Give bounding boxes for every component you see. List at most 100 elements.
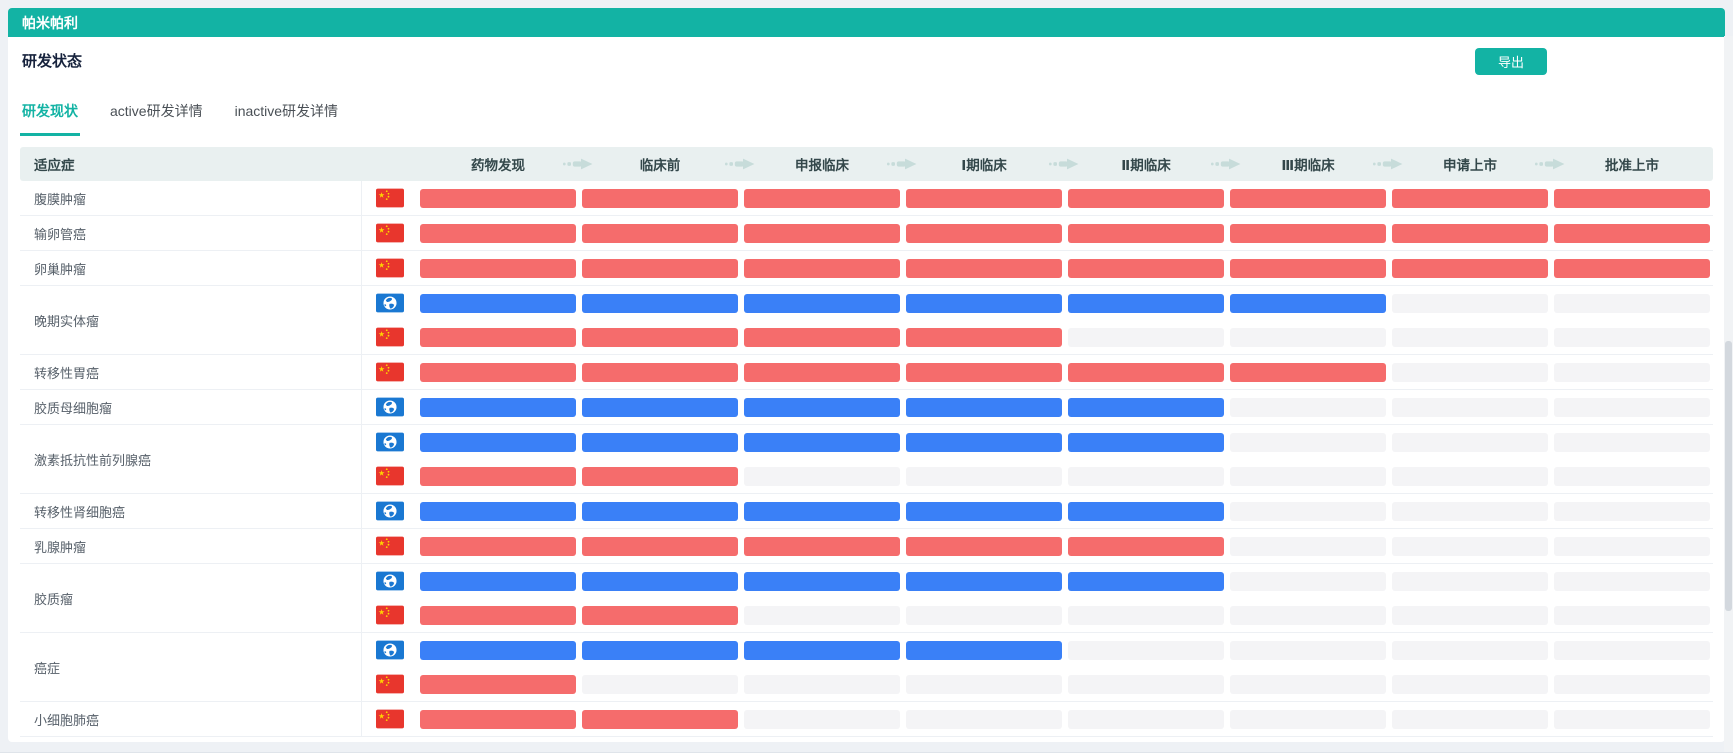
stage-header-label: 申请上市 <box>1443 158 1497 173</box>
stage-bar-empty <box>1068 709 1224 729</box>
indication-label: 激素抵抗性前列腺癌 <box>20 425 362 493</box>
china-flag-icon <box>375 362 404 382</box>
stage-bar-filled <box>420 293 576 313</box>
stage-bar-filled <box>1392 223 1548 243</box>
stage-header: 临床前 <box>563 154 741 174</box>
stage-cell <box>1065 640 1227 660</box>
stage-cell <box>741 258 903 278</box>
stage-cell <box>903 571 1065 591</box>
stage-cell <box>1065 536 1227 556</box>
stage-cell <box>579 258 741 278</box>
stage-header-label: 药物发现 <box>471 158 525 173</box>
stage-header: Ⅱ期临床 <box>1049 154 1227 174</box>
china-flag-icon <box>375 536 404 556</box>
stage-cell <box>741 327 903 347</box>
stage-cell <box>1389 709 1551 729</box>
stage-cell <box>1551 709 1713 729</box>
stage-bar-filled <box>744 327 900 347</box>
stage-bar-empty <box>1554 605 1710 625</box>
stage-bar-empty <box>1068 605 1224 625</box>
stage-bar-filled <box>744 223 900 243</box>
stage-header-label: Ⅱ期临床 <box>1121 158 1171 173</box>
stage-cell <box>1551 397 1713 417</box>
scrollbar-thumb[interactable] <box>1725 341 1732 611</box>
stage-bar-empty <box>1230 640 1386 660</box>
stage-cell <box>417 362 579 382</box>
stage-cell <box>1227 466 1389 486</box>
stage-bar-filled <box>582 466 738 486</box>
stage-bar-filled <box>906 293 1062 313</box>
stage-bar-filled <box>1554 223 1710 243</box>
tab-rd-status[interactable]: 研发现状 <box>20 97 80 136</box>
stage-bar-filled <box>582 432 738 452</box>
stage-cell <box>741 397 903 417</box>
stage-header: Ⅰ期临床 <box>887 154 1065 174</box>
stage-bar-filled <box>582 362 738 382</box>
stage-cell <box>1389 674 1551 694</box>
stage-bar-empty <box>1230 327 1386 347</box>
progress-line-china <box>362 529 1713 563</box>
export-button[interactable]: 导出 <box>1475 48 1547 75</box>
stage-bar-filled <box>1392 188 1548 208</box>
stage-bar-filled <box>582 223 738 243</box>
stage-bar-empty <box>1554 501 1710 521</box>
tab-active-detail[interactable]: active研发详情 <box>110 103 203 119</box>
stage-bar-filled <box>420 674 576 694</box>
stage-bar-empty <box>1554 536 1710 556</box>
stage-cell <box>1389 397 1551 417</box>
stage-cell <box>903 397 1065 417</box>
progress-line-china <box>362 216 1713 250</box>
stage-cell <box>1227 674 1389 694</box>
stage-bar-empty <box>1392 362 1548 382</box>
stage-cell <box>417 536 579 556</box>
stage-cell <box>903 188 1065 208</box>
stage-bar-filled <box>906 362 1062 382</box>
table-row: 癌症 <box>20 633 1713 702</box>
stage-bar-filled <box>906 432 1062 452</box>
stage-cell <box>1227 536 1389 556</box>
stage-cell <box>1389 223 1551 243</box>
stage-cell <box>1227 605 1389 625</box>
progress-line-global <box>362 390 1713 424</box>
stage-bar-empty <box>744 466 900 486</box>
stage-bar-filled <box>420 709 576 729</box>
stage-bar-filled <box>744 536 900 556</box>
stage-cell <box>903 674 1065 694</box>
stage-cell <box>741 293 903 313</box>
china-flag-icon <box>375 327 404 347</box>
stage-bar-empty <box>1230 432 1386 452</box>
stage-bar-filled <box>420 640 576 660</box>
stage-cell <box>1227 640 1389 660</box>
stage-bar-empty <box>906 605 1062 625</box>
stage-bar-empty <box>1068 327 1224 347</box>
stage-cell <box>1551 536 1713 556</box>
progress-entries <box>362 390 1713 424</box>
stage-bar-empty <box>1068 674 1224 694</box>
stage-cell <box>579 432 741 452</box>
indication-label: 腹膜肿瘤 <box>20 181 362 215</box>
stage-header-label: Ⅲ期临床 <box>1281 158 1335 173</box>
stage-cell <box>1551 362 1713 382</box>
stage-cell <box>1227 188 1389 208</box>
stage-cell <box>741 640 903 660</box>
stage-cell <box>417 571 579 591</box>
stage-cell <box>1065 293 1227 313</box>
stage-bar-empty <box>1230 674 1386 694</box>
stage-arrow-icon <box>563 158 593 170</box>
stage-cell <box>903 432 1065 452</box>
tab-inactive-detail[interactable]: inactive研发详情 <box>234 103 339 119</box>
stage-bar-filled <box>420 223 576 243</box>
stage-cell <box>1227 327 1389 347</box>
stage-cell <box>1389 327 1551 347</box>
progress-line-china <box>362 667 1713 701</box>
stage-bar-filled <box>420 327 576 347</box>
indication-label: 小细胞肺癌 <box>20 702 362 736</box>
stage-bar-empty <box>1554 432 1710 452</box>
scrollbar-track[interactable] <box>1724 36 1733 752</box>
stage-cell <box>579 223 741 243</box>
china-flag-icon <box>375 709 404 729</box>
indication-label: 胶质瘤 <box>20 564 362 632</box>
stage-cell <box>1551 466 1713 486</box>
stage-bar-filled <box>1230 293 1386 313</box>
stage-cell <box>1065 674 1227 694</box>
